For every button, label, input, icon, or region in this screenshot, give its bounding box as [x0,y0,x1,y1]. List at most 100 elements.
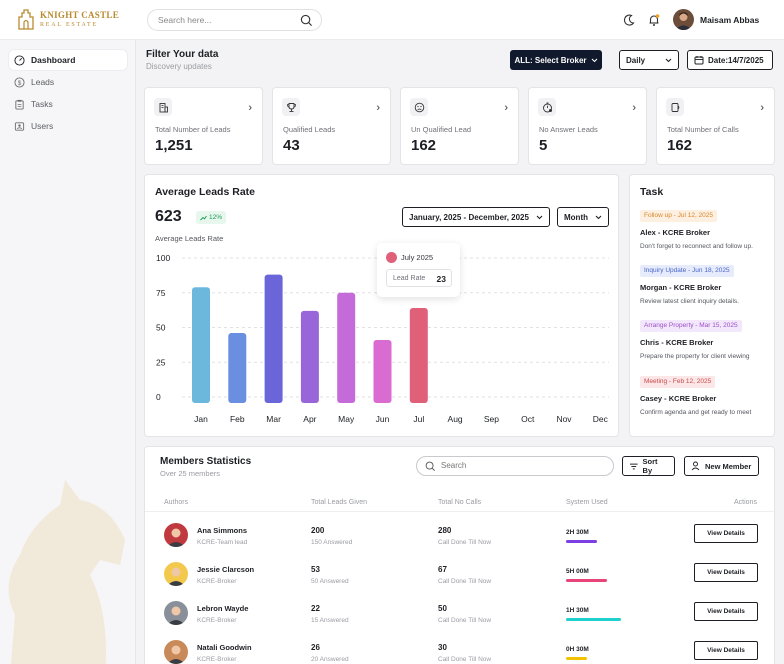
chevron-right-icon[interactable]: › [248,102,252,114]
sort-icon [629,463,638,469]
broker-select-label: ALL: Select Broker [514,55,587,65]
dashboard-icon [14,54,25,66]
chevron-right-icon[interactable]: › [504,102,508,114]
tooltip-value: 23 [436,274,446,284]
sort-by-label: Sort By [642,457,658,475]
filter-title: Filter Your data [146,49,219,60]
dollar-icon: $ [14,76,25,88]
members-title: Members Statistics [160,456,252,467]
leads-answered: 150 Answered [311,539,353,546]
date-picker-label: Date:14/7/2025 [708,55,764,65]
task-item[interactable]: Follow up - Jul 12, 2025 Alex - KCRE Brok… [640,209,770,250]
new-member-button[interactable]: New Member [684,456,759,476]
period-select[interactable]: Daily [619,50,679,70]
stat-card-icon-wrap [410,98,428,116]
user-name[interactable]: Maisam Abbas [700,15,760,25]
stat-card-unqualified-leads[interactable]: › Un Qualified Lead 162 [400,87,519,165]
chart-bar[interactable] [300,310,319,403]
members-search-input[interactable] [441,461,601,470]
chart-bar[interactable] [373,340,392,403]
chevron-down-icon [665,58,672,62]
member-name[interactable]: Ana Simmons [197,526,248,535]
view-details-button[interactable]: View Details [694,563,758,582]
search-input[interactable] [158,15,298,25]
svg-text:$: $ [18,79,22,86]
sidebar-item-users[interactable]: Users [9,116,127,136]
member-name[interactable]: Jessie Clarcson [197,565,255,574]
stat-card-no-answer-leads[interactable]: › No Answer Leads 5 [528,87,647,165]
knight-watermark-icon [8,480,125,664]
x-tick-label: Oct [521,414,535,424]
x-tick-label: Jun [376,414,390,424]
stat-card-qualified-leads[interactable]: › Qualified Leads 43 [272,87,391,165]
stat-value: 5 [539,137,548,154]
chart-bar[interactable] [228,333,247,403]
moon-icon[interactable] [622,13,636,27]
members-search[interactable] [416,456,614,476]
brand-logo[interactable]: KNIGHT CASTLE REAL ESTATE [16,7,119,31]
column-header-system: System Used [566,499,608,506]
chevron-down-icon [591,58,597,62]
avatar[interactable] [164,640,188,664]
x-tick-label: Sep [484,414,499,424]
system-time: 0H 30M [566,646,589,653]
view-details-button[interactable]: View Details [694,524,758,543]
date-picker[interactable]: Date:14/7/2025 [687,50,773,70]
table-row: Lebron Wayde KCRE-Broker 22 15 Answered 50 Ca… [145,601,776,640]
global-search[interactable] [147,9,322,31]
avatar[interactable] [164,523,188,547]
bell-icon[interactable] [647,13,661,27]
member-name[interactable]: Lebron Wayde [197,604,249,613]
chart-sublabel: Average Leads Rate [155,234,224,243]
tooltip-value-box: Lead Rate 23 [386,269,452,287]
brand-subtitle: REAL ESTATE [40,21,98,28]
stat-card-total-leads[interactable]: › Total Number of Leads 1,251 [144,87,263,165]
leads-answered: 50 Answered [311,578,349,585]
sidebar-item-leads[interactable]: $ Leads [9,72,127,92]
chart-bar[interactable] [192,287,210,403]
total-calls: 30 [438,643,447,652]
chevron-right-icon[interactable]: › [760,102,764,114]
task-item[interactable]: Meeting - Feb 12, 2025 Casey - KCRE Broke… [640,375,770,416]
chart-bar[interactable] [337,292,356,403]
usage-bar [566,618,621,621]
task-desc: Prepare the property for client viewing [640,353,750,360]
granularity-label: Month [564,212,588,222]
task-name: Casey - KCRE Broker [640,394,717,403]
stat-card-icon-wrap [154,98,172,116]
chart-bar[interactable] [264,274,283,403]
task-title: Task [640,186,664,198]
sort-by-button[interactable]: Sort By [622,456,675,476]
chevron-right-icon[interactable]: › [376,102,380,114]
stat-value: 162 [411,137,437,154]
view-details-button[interactable]: View Details [694,602,758,621]
view-details-button[interactable]: View Details [694,641,758,660]
stat-label: Un Qualified Lead [411,125,472,134]
chevron-right-icon[interactable]: › [632,102,636,114]
y-tick-label: 25 [156,357,166,367]
avatar[interactable] [164,601,188,625]
sidebar-item-dashboard[interactable]: Dashboard [9,50,127,70]
task-item[interactable]: Arrange Property - Mar 15, 2025 Chris - K… [640,319,770,360]
user-avatar[interactable] [673,9,694,30]
task-tag: Meeting - Feb 12, 2025 [640,376,716,388]
sidebar-item-tasks[interactable]: Tasks [9,94,127,114]
stat-label: Total Number of Leads [155,125,231,134]
change-value: 12% [209,214,223,221]
leads-given: 200 [311,526,325,535]
clipboard-icon [15,99,24,110]
chart-bar[interactable] [409,308,428,403]
granularity-select[interactable]: Month [557,207,609,227]
task-desc: Review latest client inquiry details. [640,298,739,305]
total-calls: 50 [438,604,447,613]
stat-label: Total Number of Calls [667,125,739,134]
search-icon[interactable] [300,14,313,27]
stat-card-total-calls[interactable]: › Total Number of Calls 162 [656,87,775,165]
member-name[interactable]: Natali Goodwin [197,643,252,652]
date-range-select[interactable]: January, 2025 - December, 2025 [402,207,550,227]
system-time: 5H 00M [566,568,589,575]
x-tick-label: Jan [194,414,208,424]
broker-select[interactable]: ALL: Select Broker [510,50,602,70]
avatar[interactable] [164,562,188,586]
task-item[interactable]: Inquiry Update - Jun 18, 2025 Morgan - KC… [640,264,770,305]
